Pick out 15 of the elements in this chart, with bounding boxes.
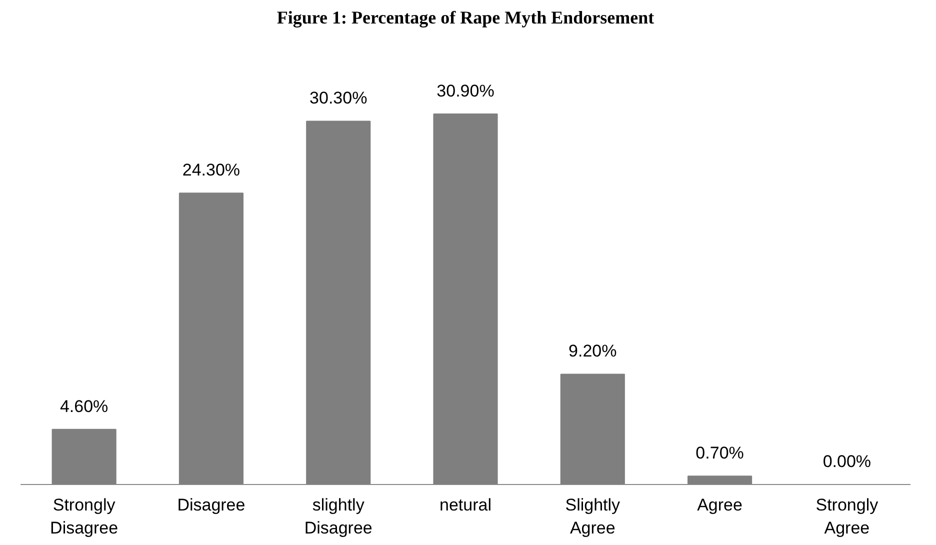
x-tick-label: Strongly Agree: [816, 496, 879, 538]
x-tick-label: Agree: [697, 496, 742, 514]
x-tick-label: slightly Disagree: [304, 496, 372, 538]
x-tick-label: netural: [440, 496, 492, 514]
x-tick-label: Slightly Agree: [565, 496, 621, 538]
x-tick-label: Disagree: [177, 496, 246, 514]
data-label: 30.30%: [310, 88, 368, 108]
x-tick-label: Strongly Disagree: [50, 496, 118, 538]
data-label: 0.70%: [696, 444, 744, 463]
data-label: 0.00%: [822, 452, 872, 471]
chart-title: Figure 1: Percentage of Rape Myth Endorsement: [276, 8, 654, 28]
data-label: 4.60%: [60, 396, 108, 416]
data-label: 24.30%: [182, 160, 240, 180]
data-label: 30.90%: [436, 81, 494, 100]
data-label: 9.20%: [568, 342, 617, 361]
